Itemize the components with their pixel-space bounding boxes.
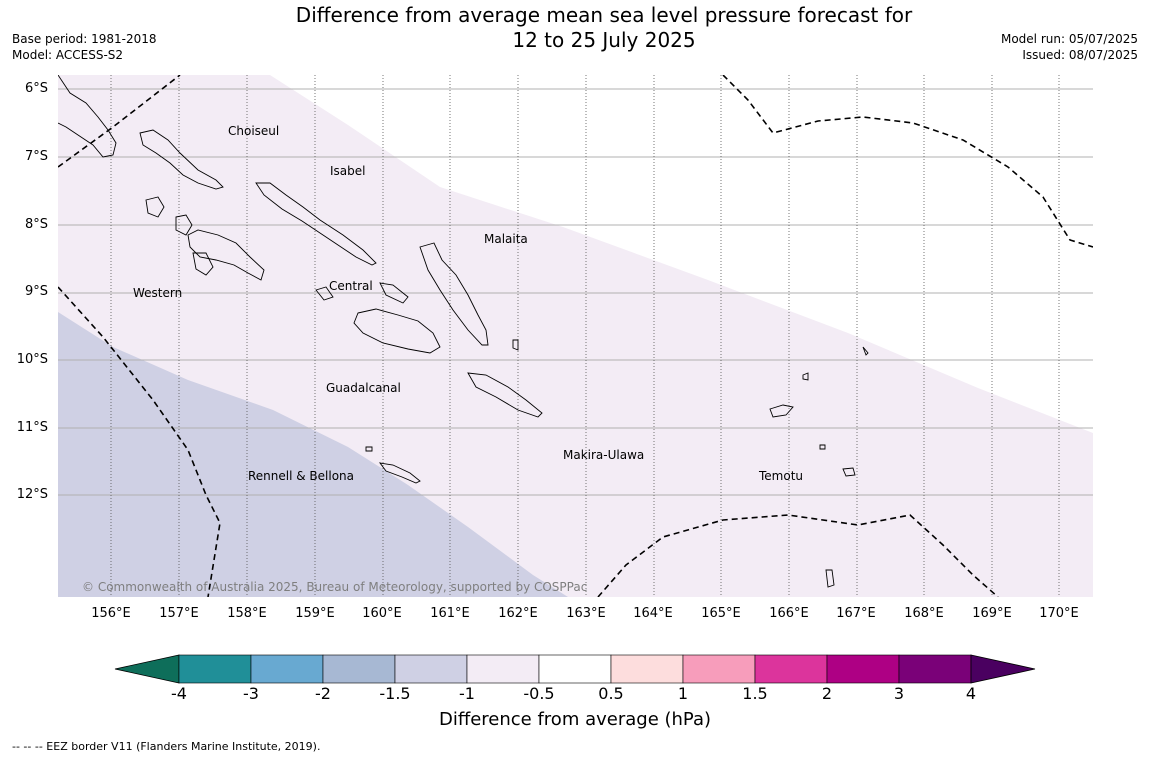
colorbar-tick: -4 <box>171 684 187 703</box>
colorbar <box>114 654 1036 684</box>
colorbar-swatch-8 <box>682 654 756 684</box>
lon-label-165e: 165°E <box>701 606 741 621</box>
region-label-choiseul: Choiseul <box>228 124 280 138</box>
island-ulawa <box>512 339 519 351</box>
region-label-rennell-bellona: Rennell & Bellona <box>248 469 355 483</box>
lat-label-8s: 8°S <box>24 217 48 232</box>
island-utupua <box>819 444 826 450</box>
metadata-left: Base period: 1981-2018 Model: ACCESS-S2 <box>12 31 157 63</box>
island-rennell <box>378 462 421 484</box>
copyright-notice: © Commonwealth of Australia 2025, Bureau… <box>82 580 588 594</box>
colorbar-extend-low <box>114 654 180 684</box>
eez-border-vanuatu <box>597 514 999 597</box>
model-run: Model run: 05/07/2025 <box>1000 32 1138 46</box>
metadata-right: Model run: 05/07/2025 Issued: 08/07/2025 <box>1001 31 1138 63</box>
lon-label-156e: 156°E <box>91 606 131 621</box>
colorbar-swatch-1 <box>178 654 252 684</box>
island-vanikoro <box>842 467 856 477</box>
lon-label-162e: 162°E <box>498 606 538 621</box>
island-florida <box>379 282 409 304</box>
island-rendova <box>192 252 214 276</box>
lat-label-11s: 11°S <box>16 420 48 435</box>
region-label-western: Western <box>133 286 183 300</box>
lon-label-157e: 157°E <box>159 606 199 621</box>
eez-footnote: -- -- -- EEZ border V11 (Flanders Marine… <box>12 740 321 753</box>
lon-label-164e: 164°E <box>633 606 673 621</box>
colorbar-tick: -3 <box>243 684 259 703</box>
colorbar-tick: 1.5 <box>742 684 768 703</box>
eez-borders <box>58 75 1093 597</box>
lat-label-12s: 12°S <box>16 487 48 502</box>
lon-label-170e: 170°E <box>1039 606 1079 621</box>
colorbar-label: Difference from average (hPa) <box>438 709 712 730</box>
island-kolombangara <box>175 214 193 236</box>
lon-label-160e: 160°E <box>362 606 402 621</box>
island-ontong-java <box>862 346 869 356</box>
colorbar-tick: -0.5 <box>523 684 555 703</box>
lon-label-169e: 169°E <box>972 606 1012 621</box>
island-ndeni <box>769 404 794 418</box>
lat-label-6s: 6°S <box>24 81 48 96</box>
issued-date: Issued: 08/07/2025 <box>1022 48 1138 62</box>
title-line-1: Difference from average mean sea level p… <box>295 3 913 27</box>
colorbar-swatch-10 <box>826 654 900 684</box>
island-vella-lavella <box>145 196 165 218</box>
island-russell <box>315 286 334 301</box>
lat-label-9s: 9°S <box>24 284 48 299</box>
title-line-2: 12 to 25 July 2025 <box>512 28 696 52</box>
lon-label-161e: 161°E <box>430 606 470 621</box>
colorbar-extend-high <box>970 654 1036 684</box>
region-label-isabel: Isabel <box>330 164 366 178</box>
colorbar-swatch-3 <box>322 654 396 684</box>
colorbar-tick: 0.5 <box>598 684 624 703</box>
lon-label-163e: 163°E <box>566 606 606 621</box>
eez-border-tuvalu <box>722 75 1093 248</box>
lon-label-158e: 158°E <box>227 606 267 621</box>
model-name: Model: ACCESS-S2 <box>12 48 124 62</box>
colorbar-tick: -2 <box>315 684 331 703</box>
island-reef-islands <box>802 372 809 381</box>
colorbar-swatch-4 <box>394 654 468 684</box>
colorbar-tick: -1.5 <box>379 684 411 703</box>
lon-label-167e: 167°E <box>836 606 876 621</box>
latitude-gridlines <box>58 88 1093 496</box>
eez-border-png-north <box>58 75 181 168</box>
colorbar-swatch-5 <box>466 654 540 684</box>
pressure-anomaly-map <box>58 75 1093 597</box>
colorbar-swatch-9 <box>754 654 828 684</box>
island-new-georgia <box>187 229 265 281</box>
colorbar-swatch-6 <box>538 654 612 684</box>
colorbar-tick: 2 <box>821 684 833 703</box>
island-isabel <box>255 182 377 266</box>
colorbar-swatch-11 <box>898 654 972 684</box>
region-label-temotu: Temotu <box>759 469 804 483</box>
region-label-guadalcanal: Guadalcanal <box>326 381 401 395</box>
colorbar-tick: 1 <box>677 684 689 703</box>
island-makira <box>467 372 543 418</box>
map-title: Difference from average mean sea level p… <box>0 3 1150 53</box>
island-bougainville <box>58 75 117 158</box>
colorbar-tick: 3 <box>893 684 905 703</box>
island-tikopia <box>825 569 835 588</box>
region-label-central: Central <box>329 279 373 293</box>
lon-label-166e: 166°E <box>769 606 809 621</box>
lon-label-168e: 168°E <box>904 606 944 621</box>
lon-label-159e: 159°E <box>295 606 335 621</box>
island-choiseul <box>139 129 224 190</box>
base-period: Base period: 1981-2018 <box>12 32 157 46</box>
island-guadalcanal <box>353 308 441 354</box>
lat-label-10s: 10°S <box>16 352 48 367</box>
colorbar-tick: -1 <box>459 684 475 703</box>
anomaly-zone-neg-1-5-to-neg-1 <box>58 312 568 597</box>
region-label-malaita: Malaita <box>484 232 528 246</box>
island-bellona <box>365 446 373 452</box>
coastlines <box>58 75 869 588</box>
colorbar-swatch-2 <box>250 654 324 684</box>
region-label-makira-ulawa: Makira-Ulawa <box>563 448 645 462</box>
colorbar-swatch-7 <box>610 654 684 684</box>
island-malaita <box>419 242 489 346</box>
colorbar-tick: 4 <box>965 684 977 703</box>
longitude-gridlines <box>110 75 1060 597</box>
lat-label-7s: 7°S <box>24 149 48 164</box>
